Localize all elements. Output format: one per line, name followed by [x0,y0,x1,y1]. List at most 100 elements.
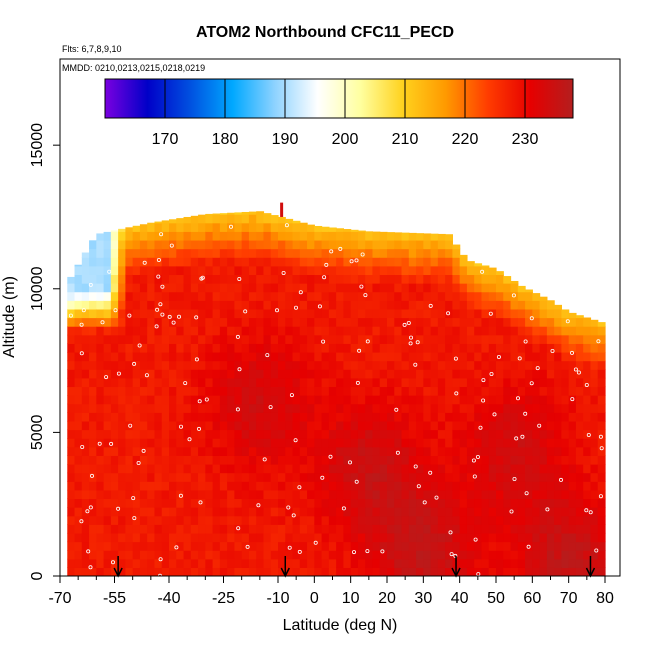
heatmap-cell [154,463,163,474]
heatmap-cell [488,395,497,405]
heatmap-cell [278,257,286,267]
sample-point [79,322,84,327]
heatmap-cell [81,343,90,353]
heatmap-cell [365,257,374,267]
heatmap-cell [132,300,141,310]
heatmap-cell [169,360,177,370]
heatmap-cell [430,463,439,474]
heatmap-cell [452,244,461,250]
heatmap-cell [263,532,272,543]
heatmap-cell [198,291,206,301]
heatmap-cell [263,403,272,413]
heatmap-cell [583,550,592,560]
heatmap-cell [118,369,126,379]
heatmap-cell [365,420,374,431]
heatmap-cell [292,231,301,241]
heatmap-cell [525,567,533,576]
heatmap-cell [190,446,199,456]
heatmap-cell [256,438,265,448]
heatmap-cell [496,395,504,405]
heatmap-cell [488,446,497,456]
heatmap-cell [81,463,90,474]
sample-point [394,407,399,412]
heatmap-cell [401,515,410,525]
heatmap-cell [503,351,512,362]
heatmap-cell [139,524,148,534]
heatmap-cell [154,481,163,491]
heatmap-cell [350,541,359,551]
heatmap-cell [437,369,446,379]
heatmap-cell [408,232,417,241]
heatmap-cell [503,489,512,500]
heatmap-cell [74,360,83,370]
heatmap-cell [430,507,439,517]
heatmap-cell [357,334,366,344]
sample-point [79,351,84,356]
heatmap-cell [270,360,279,370]
heatmap-cell [212,472,221,482]
heatmap-cell [481,420,490,431]
heatmap-cell [474,308,483,319]
heatmap-cell [459,489,468,500]
heatmap-cell [125,248,134,258]
heatmap-cell [263,308,272,319]
heatmap-cell [125,317,134,327]
heatmap-cell [452,395,461,405]
heatmap-cell [256,257,265,267]
heatmap-cell [437,274,446,284]
heatmap-cell [517,291,526,301]
heatmap-cell [401,326,410,336]
heatmap-cell [256,351,265,362]
heatmap-cell [161,395,170,405]
sample-point [297,485,302,490]
heatmap-cell [459,343,468,353]
heatmap-cell [525,351,533,362]
heatmap-cell [110,420,119,431]
heatmap-cell [139,308,148,319]
x-tick-label: 20 [378,590,396,607]
heatmap-cell [401,489,410,500]
heatmap-cell [307,231,315,241]
heatmap-cell [278,343,286,353]
heatmap-cell [525,446,533,456]
heatmap-cell [357,455,366,465]
heatmap-cell [525,369,533,379]
heatmap-cell [74,283,83,293]
heatmap-cell [496,567,504,576]
heatmap-cell [212,541,221,551]
heatmap-cell [110,567,119,576]
heatmap-cell [212,386,221,396]
heatmap-cell [517,438,526,448]
heatmap-cell [183,300,192,310]
heatmap-cell [590,558,599,568]
heatmap-cell [205,248,214,258]
heatmap-cell [466,463,475,474]
heatmap-cell [89,550,97,560]
heatmap-cell [314,300,323,310]
heatmap-cell [147,395,156,405]
heatmap-cell [256,291,265,301]
heatmap-cell [365,291,374,301]
heatmap-cell [590,403,599,413]
heatmap-cell [343,515,352,525]
heatmap-cell [539,550,548,560]
heatmap-cell [488,403,497,413]
heatmap-cell [307,550,315,560]
heatmap-cell [321,403,330,413]
heatmap-cell [590,515,599,525]
heatmap-cell [568,489,577,500]
heatmap-cell [278,420,286,431]
heatmap-cell [270,481,279,491]
heatmap-cell [328,541,337,551]
heatmap-cell [314,567,323,576]
heatmap-cell [561,343,570,353]
heatmap-cell [401,567,410,576]
heatmap-cell [496,532,504,543]
heatmap-cell [437,420,446,431]
heatmap-cell [74,265,83,276]
heatmap-cell [292,515,301,525]
heatmap-cell [459,498,468,508]
heatmap-cell [81,377,90,388]
heatmap-cell [118,351,126,362]
sample-point [545,507,550,512]
